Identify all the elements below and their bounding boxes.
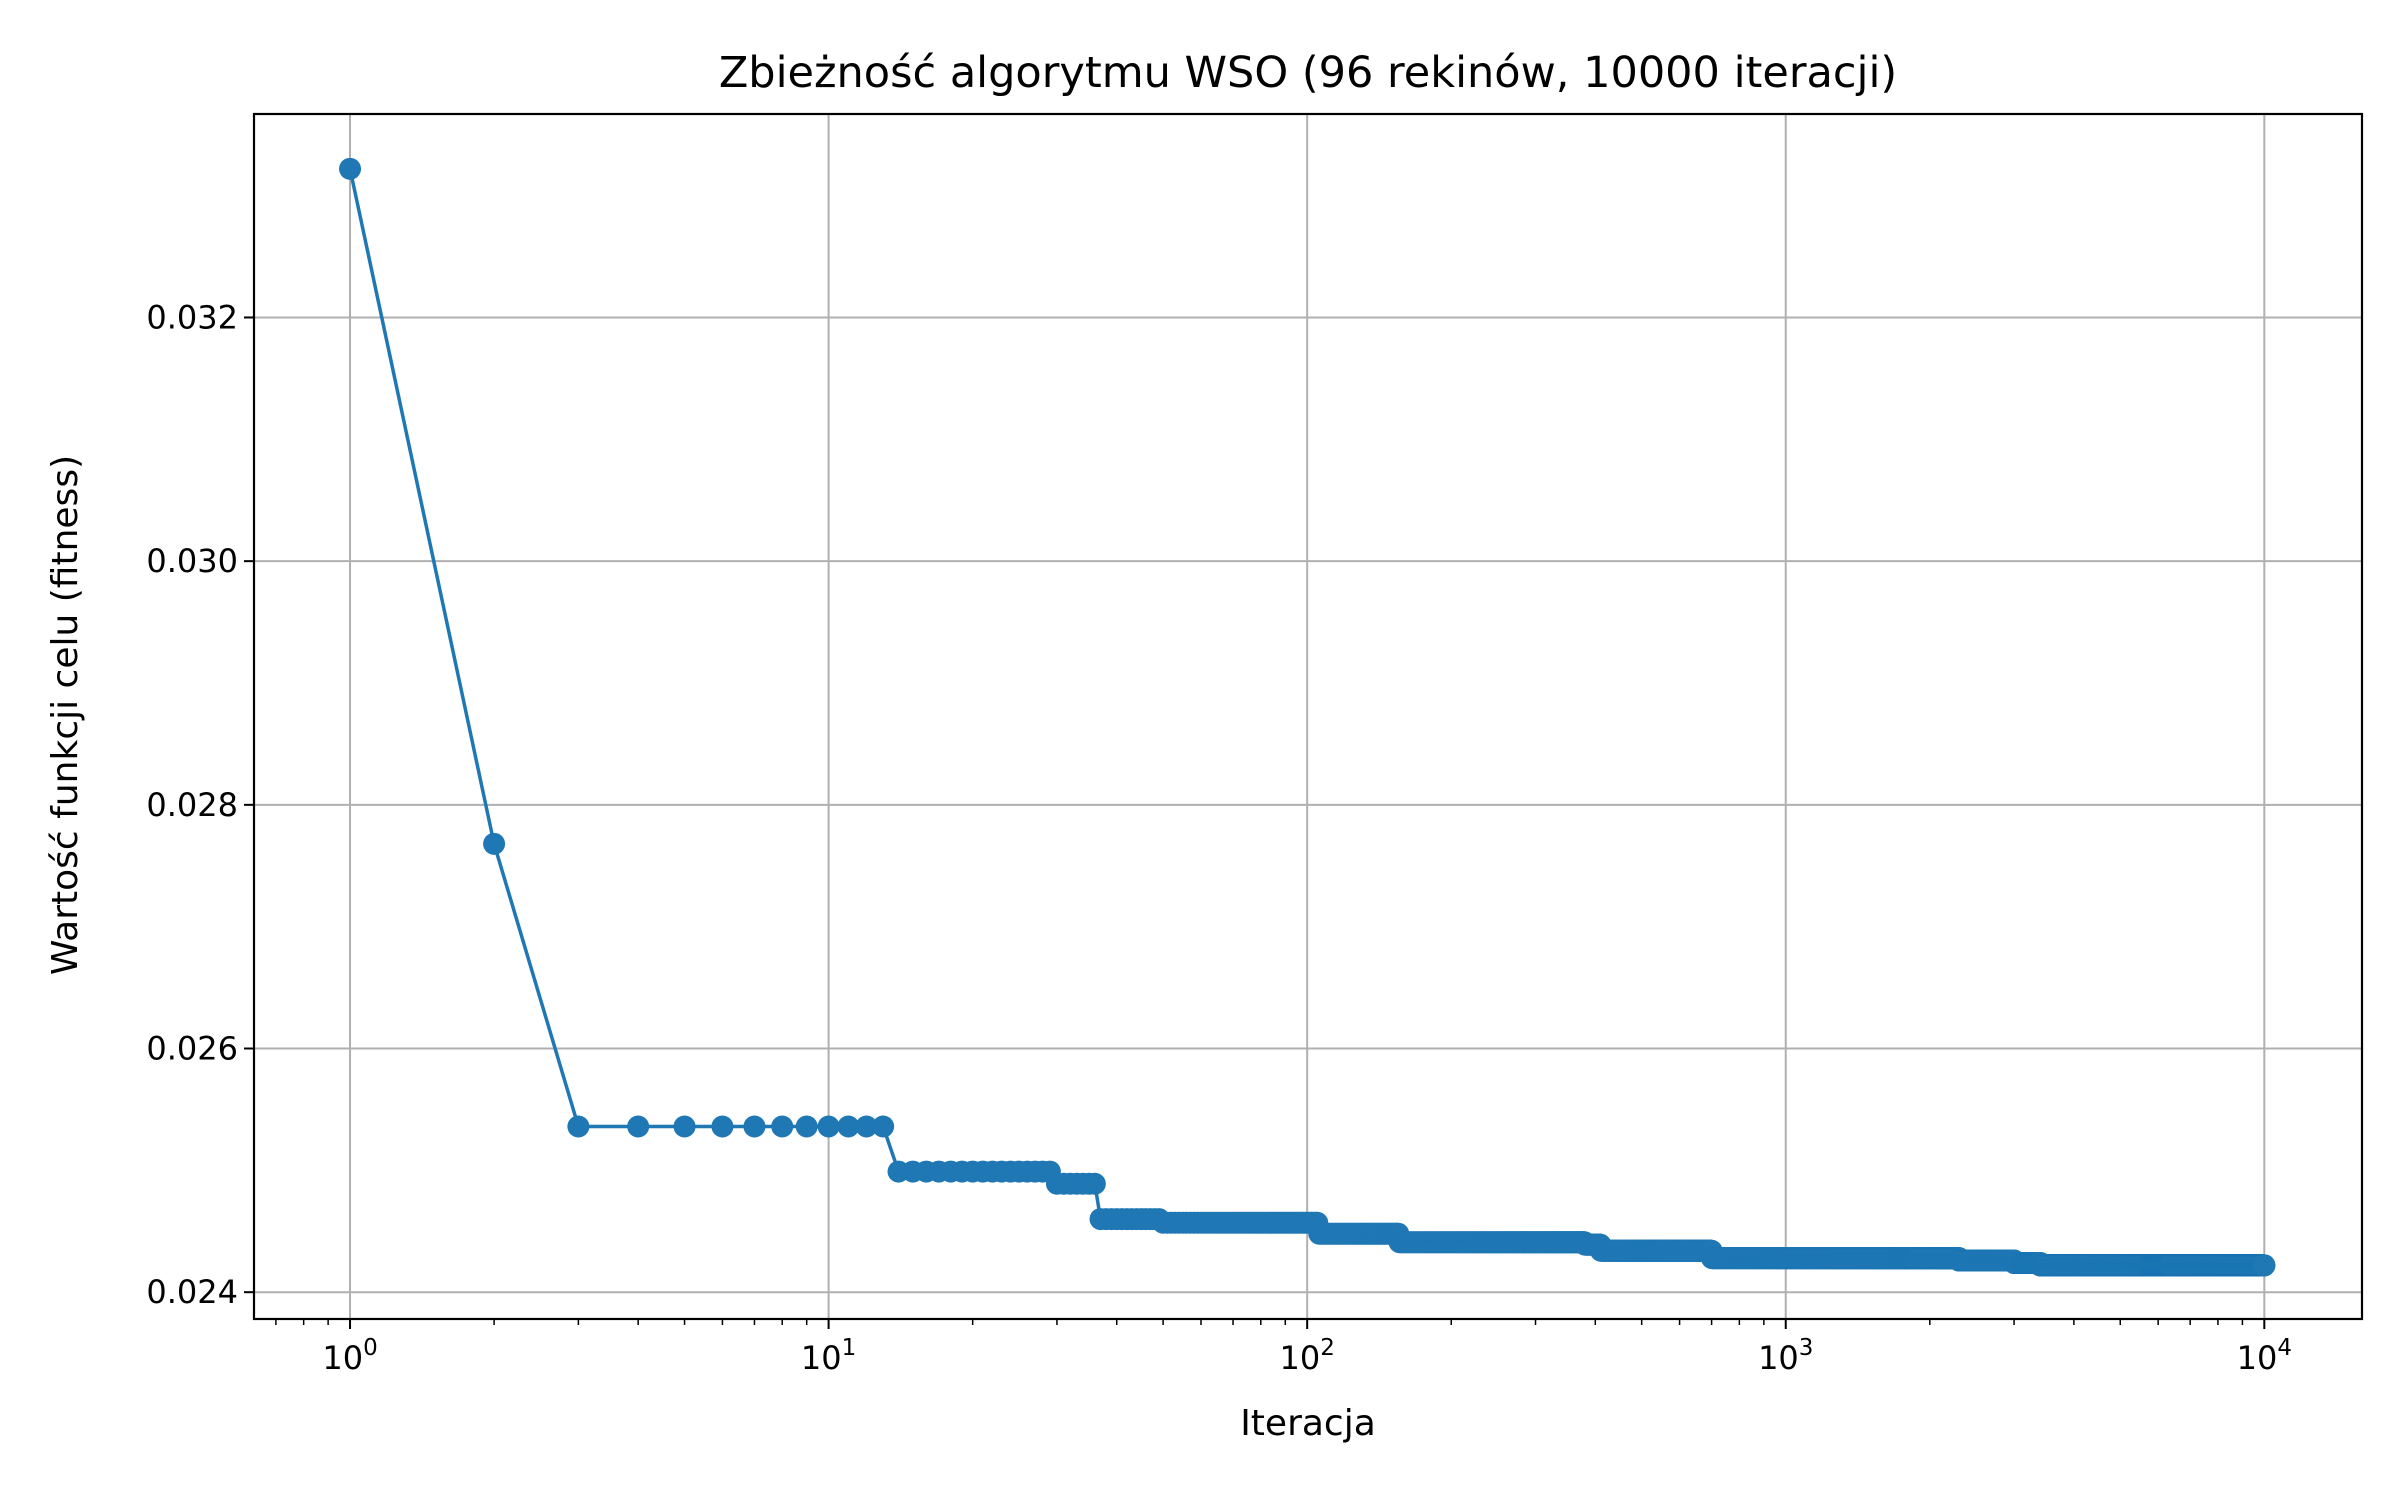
data-point [743, 1115, 766, 1138]
data-point [771, 1115, 794, 1138]
data-point [872, 1115, 895, 1138]
data-point [483, 832, 506, 855]
data-point [837, 1115, 860, 1138]
data-point [627, 1115, 650, 1138]
grid [254, 114, 2362, 1319]
data-point [1083, 1172, 1106, 1195]
data-point [817, 1115, 840, 1138]
data-point [673, 1115, 696, 1138]
data-series [339, 157, 2276, 1277]
data-point [567, 1115, 590, 1138]
data-point [855, 1115, 878, 1138]
data-point [339, 157, 362, 180]
data-point [795, 1115, 818, 1138]
chart-title: Zbieżność algorytmu WSO (96 rekinów, 100… [719, 48, 1897, 98]
data-point [711, 1115, 734, 1138]
